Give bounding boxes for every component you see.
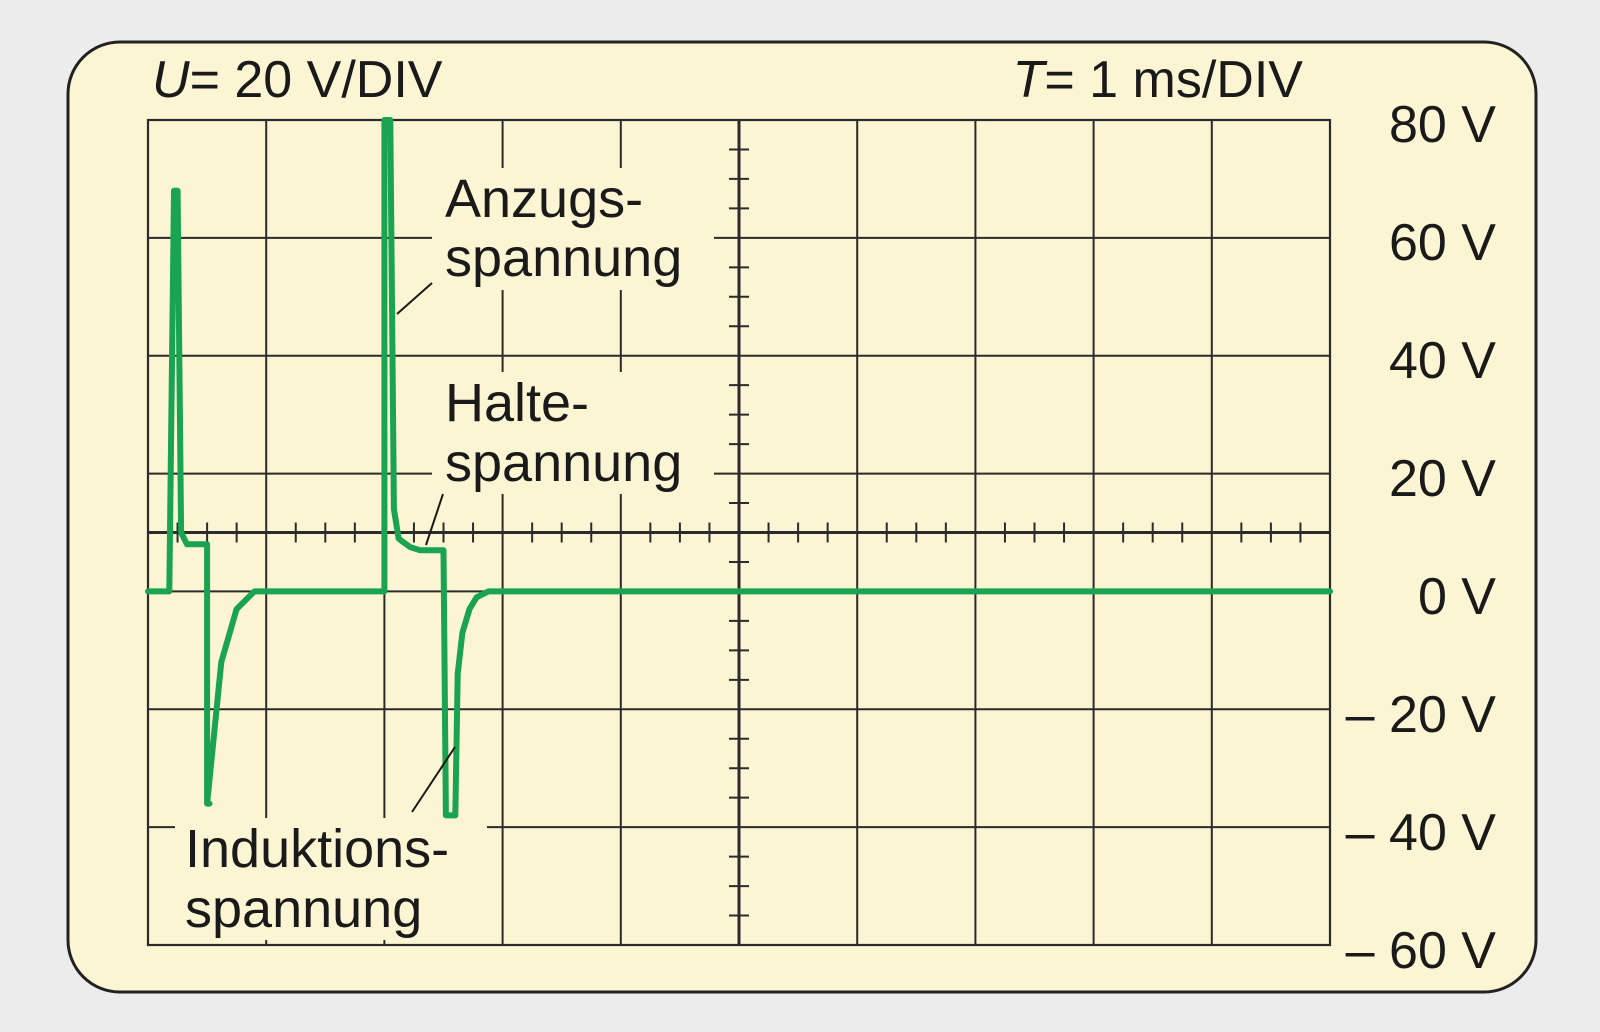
annotation-anzugsspannung-line1: Anzugs- (445, 169, 643, 229)
leader-lines (396, 282, 456, 813)
leader-line-haltespannung (425, 493, 444, 546)
annotation-mask (432, 372, 714, 494)
annotation-induktionsspannung-line2: spannung (185, 879, 422, 939)
label-masks (175, 168, 714, 940)
leader-line-induktionsspannung (411, 746, 456, 813)
voltage-scale-value: = 20 V/DIV (190, 51, 443, 109)
y-tick-label: – 40 V (1346, 804, 1497, 862)
annotation-mask (175, 818, 487, 940)
annotation-haltespannung-line1: Halte- (445, 373, 589, 433)
y-tick-label: – 60 V (1346, 922, 1497, 980)
y-tick-label: 40 V (1389, 332, 1496, 390)
annotation-anzugsspannung-line2: spannung (445, 228, 682, 288)
voltage-symbol: U (152, 51, 190, 109)
annotation-haltespannung-line2: spannung (445, 433, 682, 493)
annotation-mask (432, 168, 714, 290)
y-tick-label: 20 V (1389, 450, 1496, 508)
y-tick-label: 80 V (1389, 96, 1496, 154)
annotation-induktionsspannung-line1: Induktions- (185, 819, 449, 879)
y-tick-label: – 20 V (1346, 686, 1497, 744)
annotations: Anzugs- spannung Halte- spannung Indukti… (185, 169, 682, 939)
y-tick-label: 60 V (1389, 214, 1496, 272)
time-symbol: T (1013, 51, 1048, 109)
y-tick-label: 0 V (1418, 568, 1496, 626)
time-scale-label: T= 1 ms/DIV (1013, 51, 1304, 109)
time-scale-value: = 1 ms/DIV (1044, 51, 1303, 109)
signal-trace (145, 117, 1333, 819)
leader-line-anzugsspannung (396, 282, 433, 315)
y-axis-labels: 80 V 60 V 40 V 20 V 0 V – 20 V – 40 V – … (1346, 96, 1497, 980)
voltage-scale-label: U= 20 V/DIV (152, 51, 443, 109)
trace-layer (145, 117, 1333, 819)
